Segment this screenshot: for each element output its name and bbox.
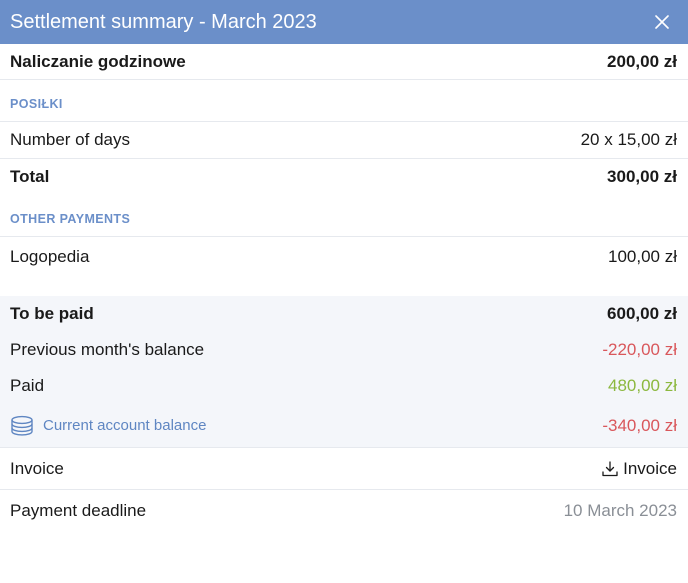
coins-icon <box>10 415 34 437</box>
modal-title: Settlement summary - March 2023 <box>10 10 317 33</box>
to-be-paid-value: 600,00 zł <box>607 304 677 323</box>
current-balance-value: -340,00 zł <box>602 415 677 435</box>
other-payments-section-label: OTHER PAYMENTS <box>0 195 688 237</box>
current-balance-label: Current account balance <box>43 417 207 434</box>
to-be-paid-row: To be paid 600,00 zł <box>0 296 688 332</box>
previous-balance-value: -220,00 zł <box>602 340 677 359</box>
meals-section-label: POSIŁKI <box>0 80 688 122</box>
close-button[interactable] <box>650 10 674 34</box>
hourly-charge-label: Naliczanie godzinowe <box>10 51 186 71</box>
hourly-charge-value: 200,00 zł <box>607 51 677 71</box>
meals-days-label: Number of days <box>10 130 130 149</box>
previous-balance-label: Previous month's balance <box>10 340 205 359</box>
download-icon <box>601 460 619 478</box>
payment-deadline-value: 10 March 2023 <box>563 501 677 520</box>
paid-row: Paid 480,00 zł <box>0 368 688 404</box>
meals-days-row: Number of days 20 x 15,00 zł <box>0 122 688 159</box>
current-balance-row: Current account balance -340,00 zł <box>0 404 688 448</box>
meals-days-value: 20 x 15,00 zł <box>580 130 677 149</box>
invoice-row: Invoice Invoice <box>0 448 688 490</box>
meals-total-value: 300,00 zł <box>607 167 677 186</box>
logopedia-row: Logopedia 100,00 zł <box>0 237 688 296</box>
summary-panel: To be paid 600,00 zł Previous month's ba… <box>0 296 688 448</box>
current-balance-link[interactable]: Current account balance <box>10 415 206 437</box>
close-icon <box>655 15 669 29</box>
modal-header: Settlement summary - March 2023 <box>0 0 688 44</box>
to-be-paid-label: To be paid <box>10 304 94 323</box>
invoice-button-label: Invoice <box>623 458 677 478</box>
hourly-charge-row: Naliczanie godzinowe 200,00 zł <box>0 44 688 80</box>
payment-deadline-label: Payment deadline <box>10 501 147 520</box>
paid-label: Paid <box>10 376 45 395</box>
logopedia-label: Logopedia <box>10 247 90 266</box>
paid-value: 480,00 zł <box>608 376 677 395</box>
invoice-download-button[interactable]: Invoice <box>601 459 677 479</box>
payment-deadline-row: Payment deadline 10 March 2023 <box>0 490 688 532</box>
meals-total-row: Total 300,00 zł <box>0 159 688 195</box>
meals-total-label: Total <box>10 167 50 186</box>
previous-balance-row: Previous month's balance -220,00 zł <box>0 332 688 368</box>
invoice-label: Invoice <box>10 458 64 478</box>
logopedia-value: 100,00 zł <box>608 247 677 266</box>
